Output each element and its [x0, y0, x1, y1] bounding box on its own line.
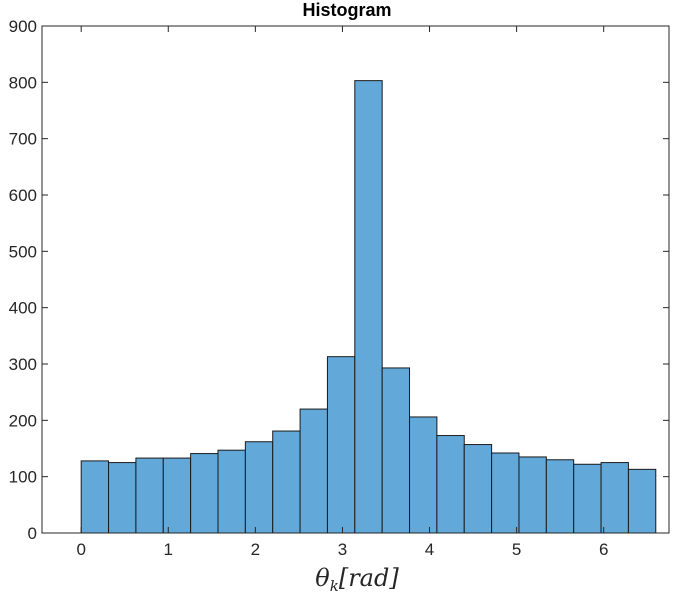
y-tick-label: 700 — [9, 130, 37, 149]
x-axis-label-subscript: k — [330, 577, 339, 595]
histogram-bar — [409, 416, 438, 534]
histogram-bar — [381, 367, 411, 534]
y-tick-label: 400 — [9, 299, 37, 318]
histogram-bar — [627, 468, 657, 534]
histogram-bar — [518, 456, 547, 534]
histogram-bar — [217, 449, 246, 534]
histogram-bar — [190, 453, 219, 534]
axes-box — [41, 25, 670, 534]
histogram-bar — [600, 462, 629, 534]
histogram-bar — [80, 460, 110, 534]
histogram-bar — [491, 452, 520, 534]
x-axis-label-unit: [rad] — [339, 564, 400, 592]
x-tick-label: 5 — [512, 540, 521, 559]
y-tick-label: 100 — [9, 468, 37, 487]
y-tick-label: 200 — [9, 411, 37, 430]
x-axis-label: θk[rad] — [315, 564, 399, 595]
x-tick-label: 4 — [425, 540, 434, 559]
y-tick-label: 600 — [9, 186, 37, 205]
x-tick-label: 1 — [164, 540, 173, 559]
y-tick-label: 300 — [9, 355, 37, 374]
histogram-bar — [354, 80, 383, 534]
x-tick-label: 6 — [599, 540, 608, 559]
chart-title: Histogram — [302, 0, 391, 20]
histogram-bar — [135, 457, 164, 534]
y-tick-label: 0 — [28, 524, 37, 543]
histogram-bar — [299, 408, 328, 534]
histogram-bar — [463, 444, 493, 534]
histogram-bar — [108, 462, 137, 534]
histogram-bar — [436, 435, 465, 534]
histogram-bar — [244, 441, 274, 534]
histogram-bar — [545, 459, 575, 534]
y-tick-label: 900 — [9, 17, 37, 36]
axes-group — [41, 25, 670, 534]
x-tick-label: 0 — [76, 540, 85, 559]
y-ticks-group: 0 100 200 300 400 500 600 700 800 900 — [9, 17, 669, 543]
histogram-bar — [326, 356, 356, 534]
histogram-bar — [573, 463, 602, 534]
histogram-bar — [162, 457, 192, 534]
x-ticks-group: 0 1 2 3 4 5 6 — [76, 26, 608, 559]
x-tick-label: 3 — [338, 540, 347, 559]
bars-group — [80, 80, 657, 534]
histogram-bar — [272, 430, 301, 534]
x-tick-label: 2 — [251, 540, 260, 559]
x-axis-label-symbol: θ — [315, 564, 330, 592]
y-tick-label: 500 — [9, 242, 37, 261]
y-tick-label: 800 — [9, 73, 37, 92]
